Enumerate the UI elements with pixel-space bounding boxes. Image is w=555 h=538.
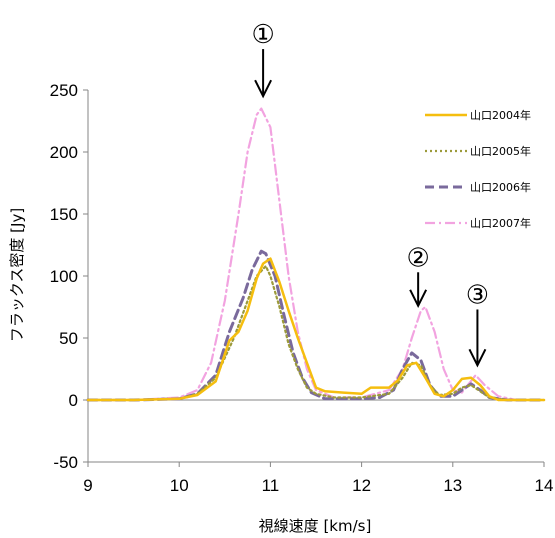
series-line-2 <box>86 265 546 402</box>
axes: -50 0 50 100 150 200 250 9 10 11 12 13 14 <box>50 81 554 495</box>
x-tick-label: 10 <box>170 476 189 495</box>
y-tick-label: 50 <box>59 329 78 348</box>
legend-label-4: 山口2007年 <box>470 216 531 230</box>
legend-label-3: 山口2006年 <box>470 180 531 194</box>
series-line-1 <box>86 257 546 402</box>
x-tick-label: 11 <box>262 476 280 495</box>
y-tick-label: -50 <box>53 453 78 472</box>
annotations: ① ② ③ <box>251 20 489 368</box>
annotation-arrow-head <box>409 289 428 308</box>
annotation-label-1: ① <box>251 20 274 50</box>
x-tick-label: 12 <box>352 476 371 495</box>
legend-label-2: 山口2005年 <box>470 144 531 158</box>
y-tick-marks: -50 0 50 100 150 200 250 <box>50 81 88 472</box>
x-tick-marks: 9 10 11 12 13 14 <box>83 462 553 495</box>
y-tick-label: 100 <box>50 267 78 286</box>
series-line-3 <box>86 249 546 402</box>
x-tick-label: 13 <box>443 476 462 495</box>
x-tick-label: 9 <box>83 476 92 495</box>
series-layer <box>86 107 546 402</box>
y-axis-title: フラックス密度 [Jy] <box>8 208 26 342</box>
annotation-arrow-head <box>254 79 272 99</box>
x-tick-label: 14 <box>535 476 554 495</box>
legend-label-1: 山口2004年 <box>470 108 531 122</box>
y-tick-label: 250 <box>50 81 78 100</box>
annotation-label-2: ② <box>406 243 429 273</box>
x-axis-title: 視線速度 [km/s] <box>259 517 372 535</box>
y-tick-label: 0 <box>69 391 78 410</box>
annotation-label-3: ③ <box>466 280 489 310</box>
y-tick-label: 150 <box>50 205 78 224</box>
y-tick-label: 200 <box>50 143 78 162</box>
annotation-arrow-head <box>468 348 487 368</box>
